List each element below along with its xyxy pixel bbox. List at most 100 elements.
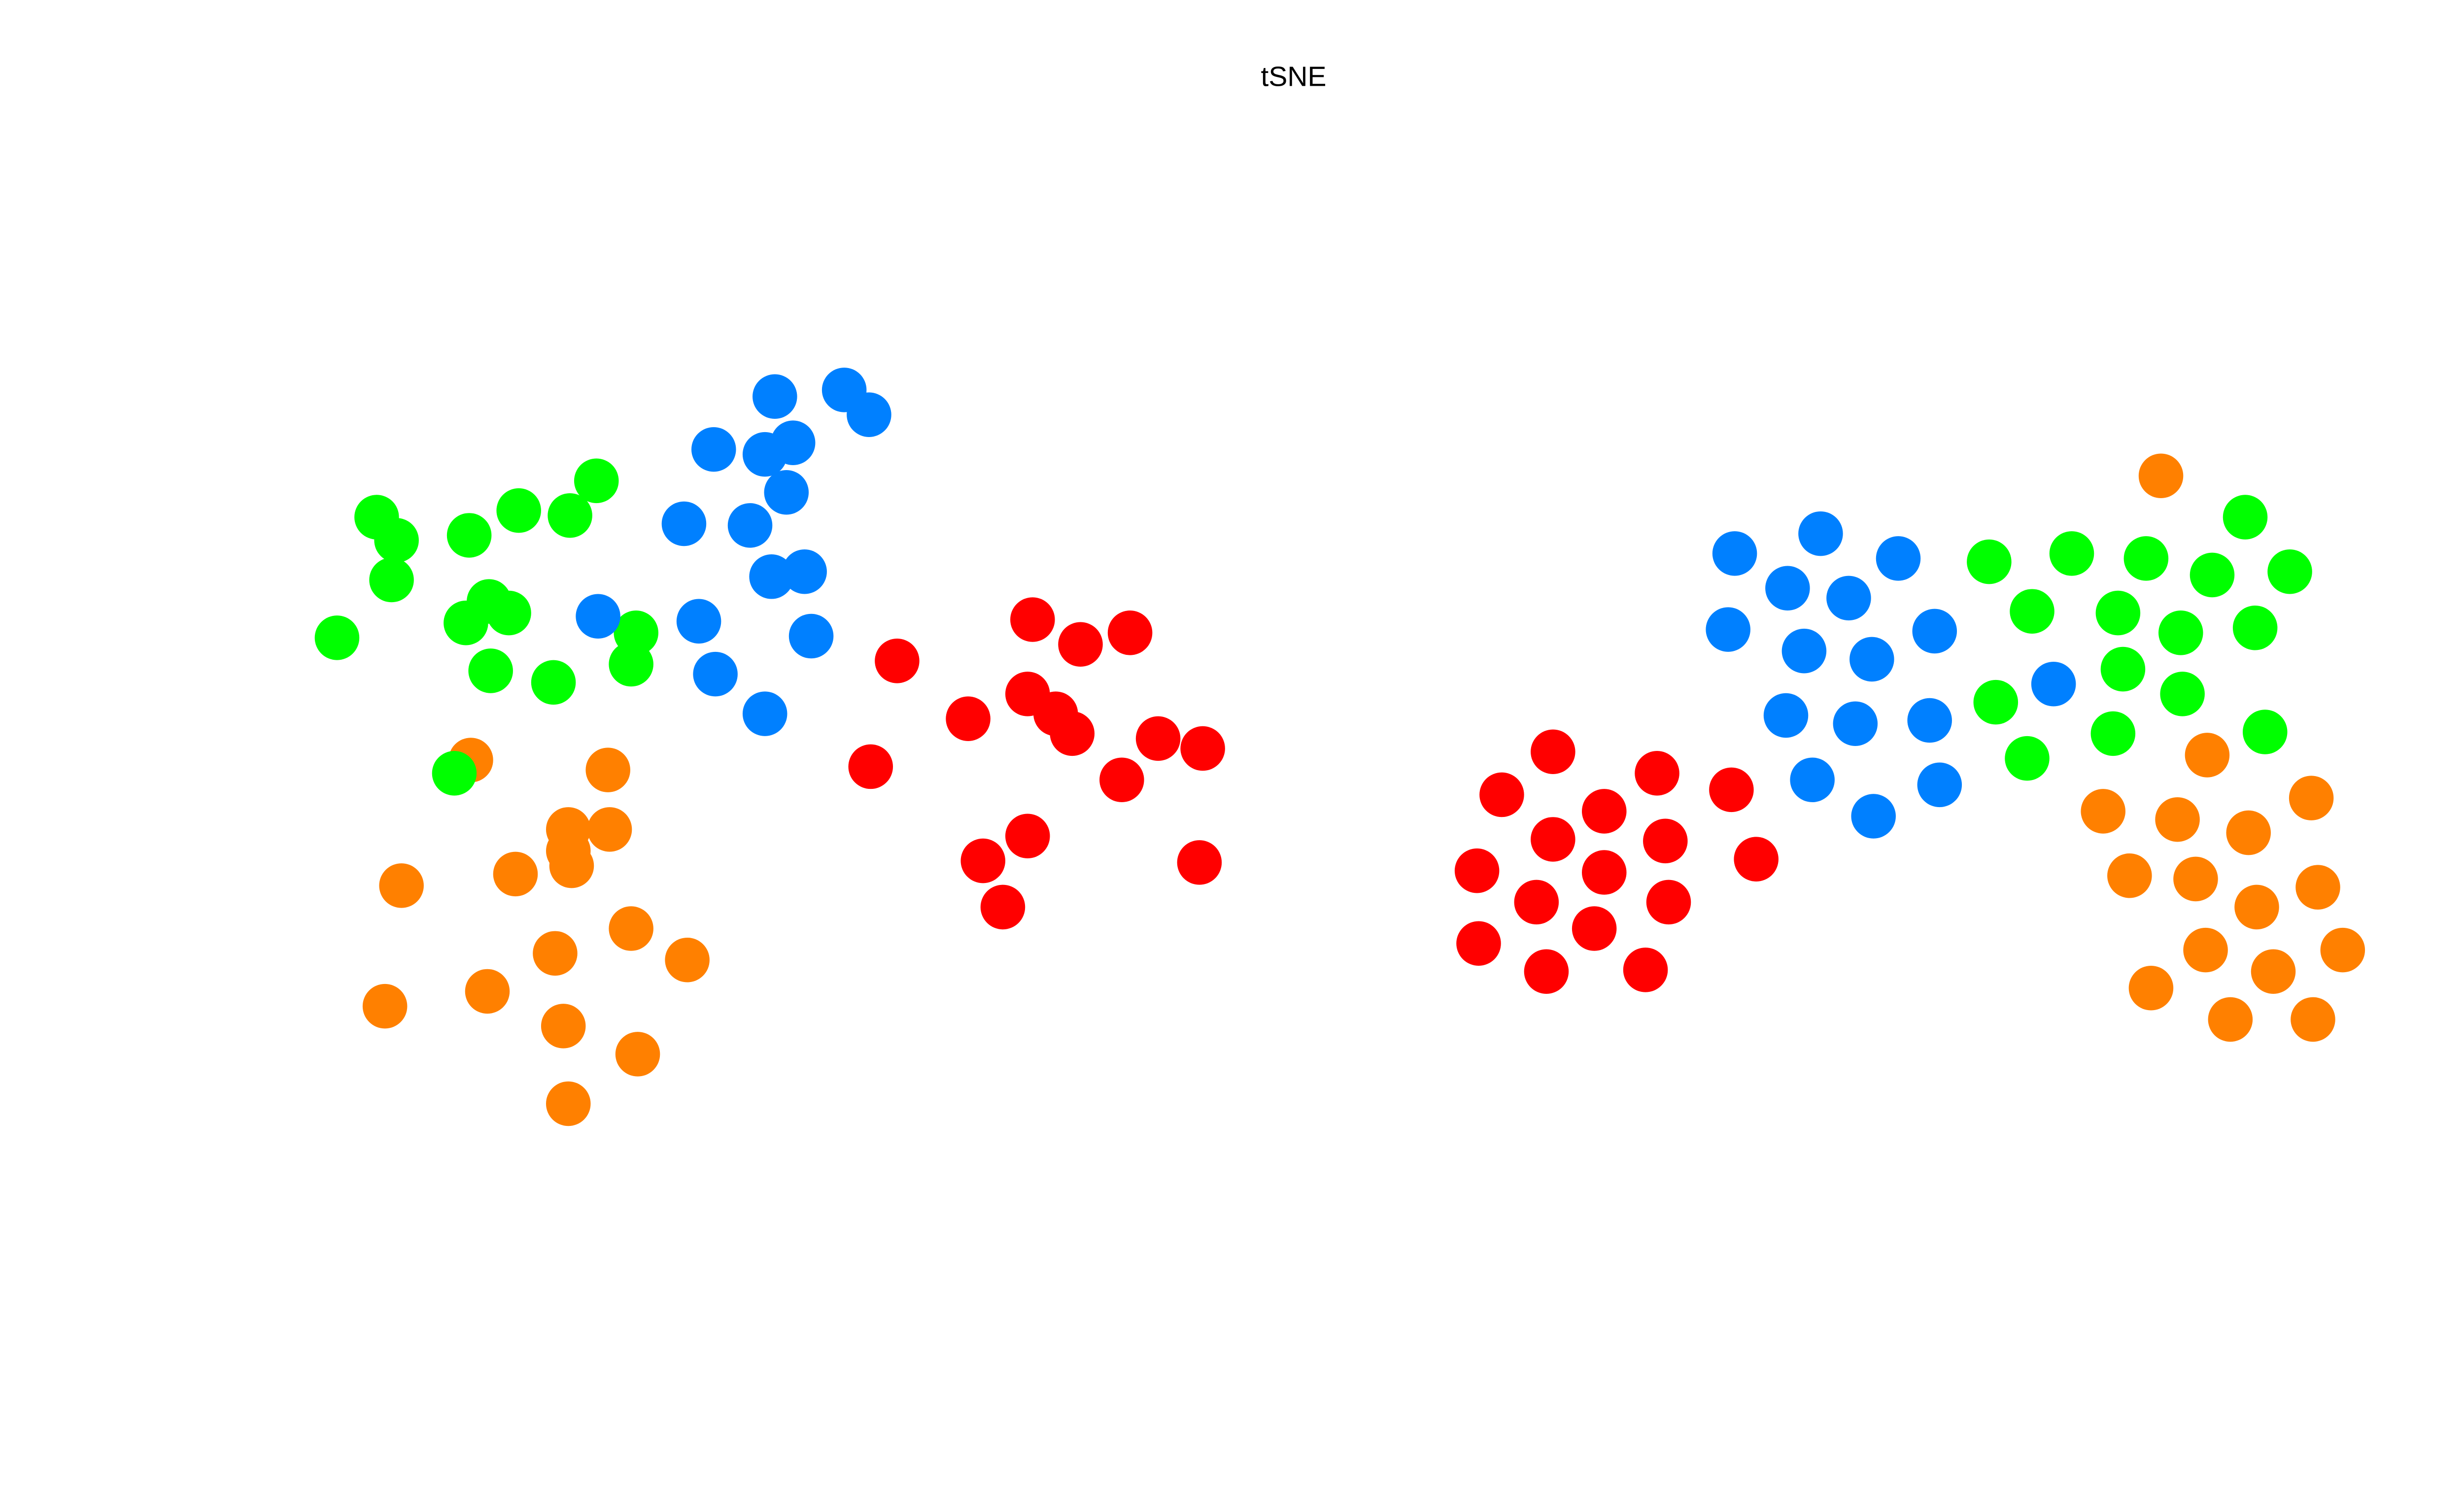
scatter-point [1635,751,1679,796]
scatter-point [782,549,827,594]
scatter-point [848,744,893,789]
scatter-point [2100,646,2146,692]
scatter-point [1712,531,1757,576]
scatter-point [753,374,797,419]
scatter-point [354,495,399,540]
scatter-point [1849,637,1894,682]
scatter-point [2158,610,2203,655]
scatter-point [574,458,619,504]
scatter-point [496,488,541,533]
scatter-point [2173,856,2218,902]
scatter-point [2190,552,2235,598]
scatter-point [1709,767,1754,813]
scatter-point [2320,927,2365,973]
scatter-point [2223,495,2268,540]
scatter-point [1010,597,1055,642]
scatter-point [1798,511,1843,556]
scatter-point [546,807,591,852]
scatter-point [1180,726,1225,771]
scatter-point [2295,865,2340,910]
scatter-point [1643,818,1688,864]
scatter-point [691,427,736,472]
scatter-point [1876,536,1921,581]
scatter-point [2291,997,2335,1042]
scatter-point [875,639,920,683]
scatter-point [432,751,477,796]
scatter-point [2232,605,2278,650]
scatter-point [2208,997,2253,1042]
scatter-point [1734,837,1779,882]
scatter-point [369,557,414,603]
scatter-point [693,651,738,697]
scatter-point [2251,949,2296,994]
scatter-point [1479,772,1524,817]
scatter-point [465,969,510,1014]
scatter-point [1826,576,1871,621]
scatter-point [614,610,658,655]
scatter-point [1646,880,1691,925]
scatter-point [2138,453,2184,499]
scatter-point [531,660,576,705]
scatter-point [1514,880,1559,925]
scatter-point [661,501,707,546]
scatter-point [576,594,620,639]
scatter-point [1765,566,1810,611]
scatter-point [2031,661,2076,707]
scatter-point [1524,949,1569,994]
scatter-point [2010,589,2054,634]
scatter-point [946,696,991,741]
scatter-point [493,851,538,897]
scatter-point [541,1004,586,1049]
scatter-point [1763,693,1809,738]
scatter-point [2267,549,2312,594]
scatter-point [676,599,721,644]
scatter-point [821,368,867,412]
scatter-point [727,503,773,548]
scatter-point [1107,610,1153,655]
scatter-point [764,470,809,515]
scatter-point [742,691,787,736]
scatter-point [548,493,592,538]
scatter-point [1912,609,1957,654]
scatter-point [1456,921,1501,966]
scatter-point [1851,794,1896,839]
scatter-point [2183,927,2228,973]
scatter-point [446,513,492,558]
scatter-point [2049,531,2094,576]
scatter-point [1917,762,1962,808]
scatter-point [1454,848,1500,893]
scatter-point [2185,733,2230,778]
scatter-point [2128,965,2174,1011]
scatter-point [2289,776,2334,820]
scatter-point [2160,672,2205,716]
scatter-point [749,554,794,599]
scatter-point [960,838,1005,883]
scatter-point [1005,814,1050,859]
scatter-point [1790,757,1835,803]
scatter-point [1005,672,1050,716]
scatter-point [1099,757,1144,803]
scatter-point [1781,628,1827,674]
scatter-point [362,983,408,1029]
scatter-point [2234,884,2279,930]
scatter-point [467,579,512,624]
scatter-point [2005,736,2050,781]
scatter-point [1531,729,1575,775]
scatter-point [1135,716,1181,761]
scatter-point [1833,701,1878,746]
scatter-point [1572,906,1617,951]
scatter-point [1058,622,1103,667]
scatter-point [770,420,816,465]
series-3 [576,368,2076,839]
scatter-point [1967,539,2012,584]
scatter-point [468,648,513,693]
scatter-point [2107,853,2152,898]
scatter-point [379,863,424,908]
scatter-point [2243,710,2288,754]
scatter-point [615,1032,660,1077]
scatter-point [2081,789,2125,834]
scatter-point [609,906,653,951]
scatter-point [1582,850,1627,895]
chart-title: tSNE [1261,61,1327,92]
